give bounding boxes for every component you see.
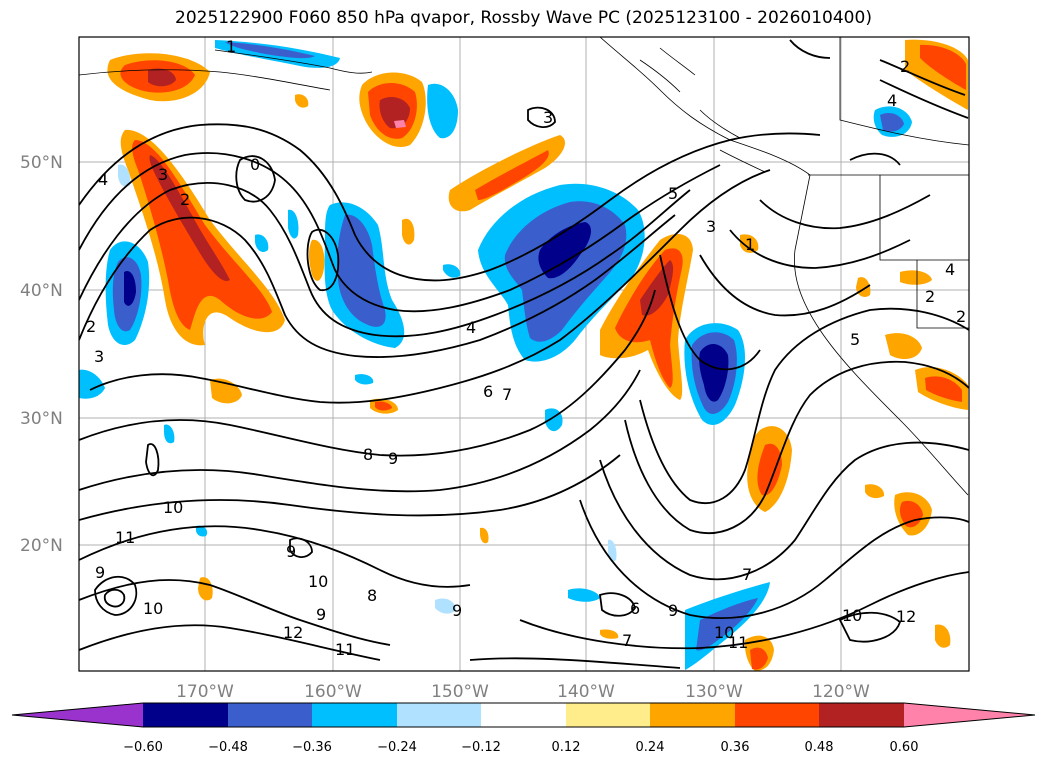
contour-label: 3	[158, 165, 168, 184]
colorbar-tick-label: 0.48	[805, 740, 834, 755]
colorbar-segment	[735, 703, 819, 727]
contour-label: 6	[483, 382, 493, 401]
lon-label-170w: 170°W	[176, 682, 234, 702]
colorbar-segment	[312, 703, 397, 727]
contour-label: 4	[945, 260, 955, 279]
contour-label: 10	[143, 599, 163, 618]
colorbar-segment	[566, 703, 650, 727]
contour-label: 9	[388, 449, 398, 468]
colorbar-tick-label: −0.48	[208, 740, 248, 755]
contour-label: 2	[925, 287, 935, 306]
colorbar-tick-label: 0.60	[890, 740, 919, 755]
contour-label: 7	[622, 631, 632, 650]
map-title: 2025122900 F060 850 hPa qvapor, Rossby W…	[175, 8, 872, 28]
colorbar-segment	[143, 703, 228, 727]
contour-label: 7	[742, 565, 752, 584]
colorbar-extend-high	[904, 703, 1035, 727]
colorbar-extend-low	[12, 703, 143, 727]
contour-label: 9	[95, 563, 105, 582]
contour-label: 4	[887, 91, 897, 110]
contour-label: 2	[86, 317, 96, 336]
colorbar-segment	[650, 703, 735, 727]
lon-label-120w: 120°W	[812, 682, 870, 702]
colorbar: −0.60 −0.48 −0.36 −0.24 −0.12 0.12 0.24 …	[11, 702, 1036, 755]
lat-label-50n: 50°N	[20, 153, 63, 173]
contour-label: 0	[250, 155, 260, 174]
contour-label: 3	[543, 108, 553, 127]
colorbar-tick-label: −0.36	[292, 740, 332, 755]
lon-label-160w: 160°W	[304, 682, 362, 702]
colorbar-segment	[228, 703, 312, 727]
contour-label: 11	[115, 528, 135, 547]
contour-label: 6	[630, 599, 640, 618]
longitude-labels: 170°W 160°W 150°W 140°W 130°W 120°W	[176, 682, 870, 702]
contour-label: 11	[335, 640, 355, 659]
contour-label: 8	[367, 586, 377, 605]
colorbar-tick-labels: −0.60 −0.48 −0.36 −0.24 −0.12 0.12 0.24 …	[123, 740, 918, 755]
contour-label: 4	[98, 170, 108, 189]
colorbar-tick-label: −0.24	[377, 740, 417, 755]
contour-label: 12	[283, 623, 303, 642]
contour-label: 5	[850, 330, 860, 349]
contour-lines	[79, 39, 969, 669]
map-frame	[78, 36, 970, 672]
colorbar-tick-label: −0.60	[123, 740, 163, 755]
contour-label: 7	[502, 385, 512, 404]
lon-label-130w: 130°W	[685, 682, 743, 702]
contour-label: 4	[466, 318, 476, 337]
colorbar-tick-label: 0.12	[552, 740, 581, 755]
contour-label: 11	[728, 633, 748, 652]
contour-label: 9	[668, 601, 678, 620]
contour-labels: 1 2 3 4 0 2 3 4 5 3 4 6 7 8 9 10 11 9 10…	[86, 37, 966, 659]
contour-label: 3	[706, 217, 716, 236]
colorbar-segment	[397, 703, 481, 727]
contour-label: 10	[163, 498, 183, 517]
lat-label-40n: 40°N	[20, 281, 63, 301]
contour-label: 8	[363, 445, 373, 464]
colorbar-segment	[481, 703, 566, 727]
contour-label: 9	[286, 542, 296, 561]
coastlines	[79, 37, 969, 496]
lon-label-140w: 140°W	[557, 682, 615, 702]
contour-label: 1	[745, 235, 755, 254]
contour-label: 10	[714, 623, 734, 642]
contour-label: 1	[226, 37, 236, 56]
contour-label: 10	[308, 572, 328, 591]
lat-label-20n: 20°N	[20, 536, 63, 556]
contour-label: 2	[900, 57, 910, 76]
contour-label: 3	[94, 347, 104, 366]
contour-label: 12	[896, 607, 916, 626]
contour-label: 2	[180, 190, 190, 209]
colorbar-tick-label: −0.12	[461, 740, 501, 755]
latitude-labels: 50°N 40°N 30°N 20°N	[20, 153, 63, 556]
colorbar-tick-label: 0.36	[721, 740, 750, 755]
map-content: 1 2 3 4 0 2 3 4 5 3 4 6 7 8 9 10 11 9 10…	[79, 37, 969, 671]
colorbar-tick-label: 0.24	[636, 740, 665, 755]
lat-label-30n: 30°N	[20, 409, 63, 429]
contour-label: 2	[956, 307, 966, 326]
contour-label: 9	[316, 605, 326, 624]
colorbar-segment	[819, 703, 904, 727]
contour-label: 5	[668, 184, 678, 203]
contour-label: 10	[842, 606, 862, 625]
lon-label-150w: 150°W	[431, 682, 489, 702]
contour-label: 9	[452, 601, 462, 620]
